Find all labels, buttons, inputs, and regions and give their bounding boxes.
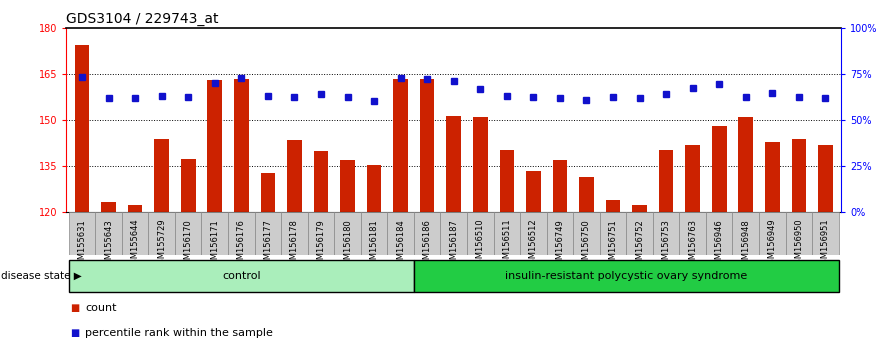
Bar	[261, 172, 275, 212]
Text: insulin-resistant polycystic ovary syndrome: insulin-resistant polycystic ovary syndr…	[505, 271, 747, 281]
Bar	[633, 205, 647, 212]
Bar	[175, 212, 202, 255]
Bar	[207, 80, 222, 212]
Text: GSM156512: GSM156512	[529, 219, 538, 269]
Bar	[202, 212, 228, 255]
Bar	[340, 160, 355, 212]
Text: GSM156170: GSM156170	[184, 219, 193, 269]
Text: GSM156511: GSM156511	[502, 219, 511, 269]
Bar	[388, 212, 414, 255]
Bar	[101, 202, 116, 212]
Bar	[685, 145, 700, 212]
Bar	[526, 171, 541, 212]
Bar	[69, 212, 95, 255]
Bar	[473, 117, 487, 212]
Text: GSM156753: GSM156753	[662, 219, 670, 270]
Bar	[393, 79, 408, 212]
Text: GSM156187: GSM156187	[449, 219, 458, 270]
Bar	[447, 116, 461, 212]
Bar	[659, 149, 673, 212]
Bar	[181, 159, 196, 212]
Text: GSM156181: GSM156181	[369, 219, 379, 269]
Text: GSM156750: GSM156750	[582, 219, 591, 269]
Bar	[228, 212, 255, 255]
Text: GSM156948: GSM156948	[741, 219, 751, 269]
Text: control: control	[222, 271, 261, 281]
Bar	[679, 212, 706, 255]
Bar	[600, 212, 626, 255]
Bar	[500, 149, 515, 212]
Bar	[467, 212, 493, 255]
Text: GSM156751: GSM156751	[609, 219, 618, 269]
Bar	[786, 212, 812, 255]
Text: GSM156176: GSM156176	[237, 219, 246, 270]
Bar	[765, 142, 780, 212]
Text: GSM156749: GSM156749	[555, 219, 565, 269]
Bar	[414, 212, 440, 255]
Text: GSM156184: GSM156184	[396, 219, 405, 269]
Text: GSM156946: GSM156946	[714, 219, 723, 269]
Text: GSM156177: GSM156177	[263, 219, 272, 270]
Text: GSM156510: GSM156510	[476, 219, 485, 269]
Text: GSM155631: GSM155631	[78, 219, 86, 269]
Bar	[738, 117, 753, 212]
Text: GSM156178: GSM156178	[290, 219, 299, 270]
Text: GSM156179: GSM156179	[316, 219, 325, 269]
Bar	[75, 45, 89, 212]
Text: GSM156949: GSM156949	[768, 219, 777, 269]
Text: GSM155729: GSM155729	[157, 219, 167, 269]
Bar	[818, 145, 833, 212]
Bar	[493, 212, 520, 255]
Bar	[574, 212, 600, 255]
Bar	[334, 212, 361, 255]
Text: GSM156180: GSM156180	[343, 219, 352, 269]
Text: GSM156951: GSM156951	[821, 219, 830, 269]
Bar	[579, 177, 594, 212]
Text: percentile rank within the sample: percentile rank within the sample	[85, 328, 273, 338]
Bar	[706, 212, 732, 255]
Text: ■: ■	[70, 328, 79, 338]
Bar	[281, 212, 307, 255]
Bar	[520, 212, 546, 255]
Bar	[653, 212, 679, 255]
Bar	[759, 212, 786, 255]
Text: count: count	[85, 303, 117, 313]
Bar	[148, 212, 175, 255]
Text: disease state ▶: disease state ▶	[1, 271, 82, 281]
Bar	[255, 212, 281, 255]
Text: GSM156186: GSM156186	[423, 219, 432, 270]
Text: ■: ■	[70, 303, 79, 313]
Bar	[552, 160, 567, 212]
Bar	[414, 260, 839, 292]
Bar	[712, 126, 727, 212]
Bar	[307, 212, 334, 255]
Bar	[626, 212, 653, 255]
Bar	[69, 260, 414, 292]
Bar	[95, 212, 122, 255]
Bar	[128, 205, 143, 212]
Text: GSM155643: GSM155643	[104, 219, 113, 269]
Bar	[122, 212, 148, 255]
Text: GSM156752: GSM156752	[635, 219, 644, 269]
Bar	[287, 140, 301, 212]
Text: GSM156950: GSM156950	[795, 219, 803, 269]
Bar	[366, 165, 381, 212]
Text: GDS3104 / 229743_at: GDS3104 / 229743_at	[66, 12, 218, 27]
Bar	[420, 79, 434, 212]
Bar	[154, 139, 169, 212]
Bar	[546, 212, 574, 255]
Bar	[812, 212, 839, 255]
Bar	[361, 212, 388, 255]
Text: GSM156763: GSM156763	[688, 219, 697, 270]
Bar	[606, 200, 620, 212]
Text: GSM156171: GSM156171	[211, 219, 219, 269]
Bar	[440, 212, 467, 255]
Bar	[791, 139, 806, 212]
Bar	[234, 79, 248, 212]
Text: GSM155644: GSM155644	[130, 219, 139, 269]
Bar	[732, 212, 759, 255]
Bar	[314, 151, 329, 212]
